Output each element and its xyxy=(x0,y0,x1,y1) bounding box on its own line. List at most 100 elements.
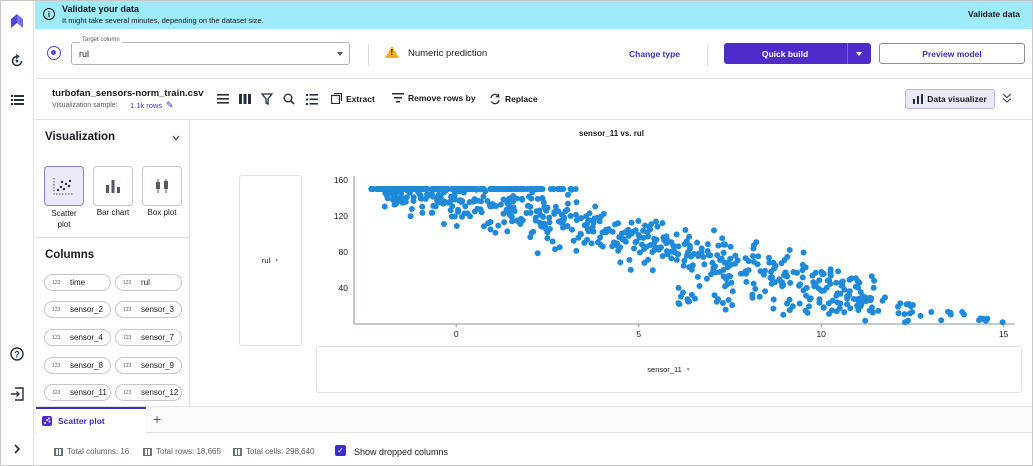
search-icon[interactable] xyxy=(282,92,296,106)
canvas-logo-icon[interactable] xyxy=(6,10,28,32)
bar-chart-option[interactable] xyxy=(93,166,133,206)
numeric-type-tag: 123 xyxy=(52,362,61,369)
tab-label: Scatter plot xyxy=(58,416,105,426)
scatter-point xyxy=(503,206,510,213)
scatter-point xyxy=(909,302,916,308)
scatter-point xyxy=(722,283,728,290)
extract-button[interactable]: Extract xyxy=(331,93,375,104)
scatter-point xyxy=(745,267,752,274)
column-pill-sensor-4[interactable]: 123 sensor_4 xyxy=(44,329,111,346)
scatter-point xyxy=(489,201,496,207)
sample-label: Visualization sample: xyxy=(52,102,118,109)
scatter-point xyxy=(581,222,588,229)
scatter-point xyxy=(833,279,840,286)
scatter-point xyxy=(663,240,670,247)
tab-scatter-plot[interactable]: Scatter plot xyxy=(36,407,146,433)
scatter-point xyxy=(855,307,862,314)
scatter-plot-option[interactable] xyxy=(44,166,84,206)
replace-button[interactable]: Replace xyxy=(489,93,538,105)
scatter-point xyxy=(565,191,571,198)
total-columns: Total columns: 16 xyxy=(54,447,129,456)
scatter-point xyxy=(704,241,711,248)
scatter-point xyxy=(729,288,736,295)
scatter-point xyxy=(441,198,448,205)
scatter-point xyxy=(600,210,607,217)
scatter-point xyxy=(698,245,705,252)
help-icon[interactable]: ? xyxy=(6,343,28,365)
divider xyxy=(707,44,708,66)
filter-icon[interactable] xyxy=(260,92,274,106)
scatter-point xyxy=(809,272,816,279)
add-tab-icon[interactable]: + xyxy=(153,411,162,427)
validate-banner: i Validate your data It might take sever… xyxy=(35,1,1032,29)
x-axis-column-select[interactable]: sensor_11 ▼ xyxy=(316,346,1022,393)
refresh-icon[interactable] xyxy=(6,50,28,72)
scatter-point xyxy=(480,193,487,200)
scatter-point xyxy=(786,247,793,253)
rows-view-icon[interactable] xyxy=(216,92,230,106)
preview-model-button[interactable]: Preview model xyxy=(879,43,1025,64)
scatter-point xyxy=(869,309,876,316)
scatter-point xyxy=(556,244,563,251)
scatter-point xyxy=(701,261,708,268)
box-plot-option[interactable] xyxy=(142,166,182,206)
scatter-point xyxy=(546,219,553,226)
table-icon xyxy=(54,447,63,456)
extract-label: Extract xyxy=(346,93,375,104)
build-options-dropdown[interactable] xyxy=(847,43,871,64)
sample-rows-link[interactable]: 1.1k rows xyxy=(130,101,163,110)
quick-build-button[interactable]: Quick build xyxy=(724,43,871,64)
sign-out-icon[interactable] xyxy=(6,383,28,405)
column-pill-time[interactable]: 123 time xyxy=(44,274,111,291)
chart-area: sensor_11 vs. rul rul ▼ sensor_11 ▼ 40 80… xyxy=(191,121,1032,406)
scatter-point xyxy=(673,256,680,263)
remove-rows-icon xyxy=(392,93,404,103)
target-column-select[interactable]: Target column rul xyxy=(71,37,350,65)
y-axis-column-select[interactable]: rul ▼ xyxy=(239,175,302,346)
scatter-point xyxy=(659,220,666,227)
column-name: sensor_2 xyxy=(70,305,103,314)
scatter-point xyxy=(428,209,435,216)
columns-heading: Columns xyxy=(45,249,95,261)
show-dropped-checkbox[interactable]: ✓ xyxy=(335,445,346,456)
column-pill-sensor-3[interactable]: 123 sensor_3 xyxy=(115,301,182,318)
scatter-point xyxy=(709,259,716,266)
scatter-point xyxy=(837,290,844,297)
scatter-plot-icon xyxy=(42,416,52,426)
x-axis-column: sensor_11 xyxy=(647,365,682,374)
scatter-point xyxy=(434,197,441,204)
scatter-point xyxy=(461,210,468,217)
total-rows-text: Total rows: 18,665 xyxy=(156,447,221,456)
chevron-down-icon[interactable] xyxy=(172,133,180,143)
remove-rows-button[interactable]: Remove rows by xyxy=(392,93,476,103)
column-pill-sensor-11[interactable]: 123 sensor_11 xyxy=(44,384,111,401)
expand-nav-icon[interactable] xyxy=(6,438,28,460)
columns-view-icon[interactable] xyxy=(238,92,252,106)
scatter-point xyxy=(471,208,478,215)
validate-data-button[interactable]: Validate data xyxy=(968,9,1020,19)
scatter-point xyxy=(762,267,768,274)
scatter-point xyxy=(806,303,812,310)
column-pill-sensor-9[interactable]: 123 sensor_9 xyxy=(115,357,182,374)
column-pill-sensor-8[interactable]: 123 sensor_8 xyxy=(44,357,111,374)
collapse-icon[interactable] xyxy=(1002,92,1014,106)
change-type-link[interactable]: Change type xyxy=(629,49,681,59)
quick-build-label[interactable]: Quick build xyxy=(761,48,809,59)
edit-pencil-icon[interactable]: ✎ xyxy=(166,100,174,110)
scatter-point xyxy=(755,253,762,260)
scatter-point xyxy=(868,273,875,280)
scatter-point xyxy=(719,235,726,242)
list-icon[interactable] xyxy=(6,89,28,111)
column-list-icon[interactable] xyxy=(305,92,319,106)
column-pill-rul[interactable]: 123 rul xyxy=(115,274,182,291)
column-pill-sensor-2[interactable]: 123 sensor_2 xyxy=(44,301,111,318)
scatter-point xyxy=(487,186,494,192)
scatter-point xyxy=(847,305,854,312)
column-pill-sensor-12[interactable]: 123 sensor_12 xyxy=(115,384,182,401)
bar-chart-icon xyxy=(913,94,924,104)
scatter-plot-label: Scatter plot xyxy=(44,208,84,230)
scatter-plot-label-line1: Scatter xyxy=(51,209,77,218)
column-pill-sensor-7[interactable]: 123 sensor_7 xyxy=(115,329,182,346)
data-visualizer-button[interactable]: Data visualizer xyxy=(905,89,995,109)
scatter-point xyxy=(796,300,803,307)
